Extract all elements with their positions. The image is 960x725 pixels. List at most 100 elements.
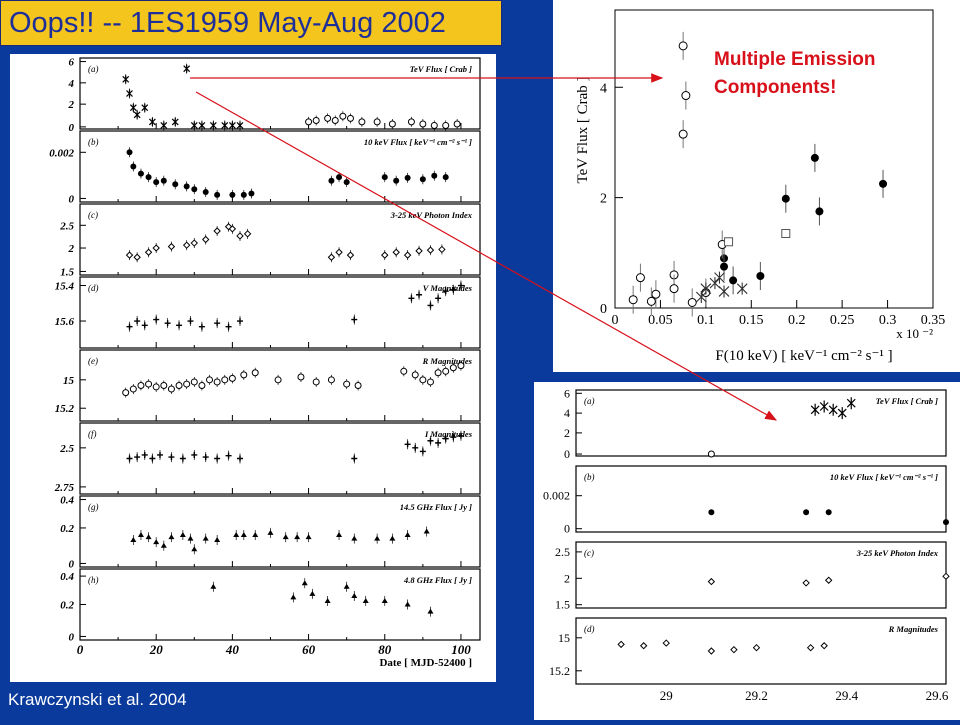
- left-data-point: [122, 389, 130, 397]
- right-data-point: [802, 579, 810, 587]
- left-data-point: [351, 455, 358, 462]
- left-data-point: [416, 291, 423, 298]
- left-panel-tag: (a): [88, 64, 99, 74]
- left-data-point: [362, 597, 369, 603]
- left-data-point: [209, 121, 217, 130]
- right-data-point: [707, 450, 715, 458]
- scatter-filled-point: [781, 194, 790, 203]
- right-panel-tag: (a): [584, 396, 595, 406]
- scatter-x-tick-label: 0.3: [879, 313, 897, 328]
- left-data-point: [236, 121, 244, 130]
- left-data-point: [157, 451, 163, 458]
- left-y-tick-label: 0.002: [49, 147, 74, 159]
- scatter-filled-point: [810, 153, 819, 162]
- right-data-point: [819, 400, 829, 413]
- left-data-point: [236, 232, 244, 240]
- left-panel-frame: [79, 276, 481, 349]
- left-data-point: [125, 251, 134, 259]
- left-data-point: [176, 322, 183, 329]
- left-x-axis-label: Date [ MJD-52400 ]: [379, 657, 472, 669]
- left-data-point: [129, 385, 137, 393]
- left-data-point: [426, 378, 434, 386]
- right-y-tick-label: 6: [564, 386, 570, 400]
- scatter-square-point: [724, 237, 734, 247]
- left-data-point: [243, 230, 252, 238]
- right-x-tick-label: 29.4: [835, 688, 858, 703]
- zoomed-lightcurve-figure: (a) TeV Flux [ Crab ] 6 4 2 0 (b) 10 keV Flux […: [534, 382, 960, 725]
- right-y-tick-label: 15: [558, 631, 570, 645]
- left-data-point: [183, 380, 191, 388]
- left-panel-tag: (e): [88, 356, 98, 366]
- scatter-star-point: [736, 282, 748, 295]
- left-panel-tag: (f): [88, 429, 97, 439]
- left-data-point: [408, 295, 415, 302]
- left-data-point: [152, 244, 160, 252]
- right-data-point: [708, 509, 715, 516]
- left-data-point: [198, 121, 206, 130]
- right-data-point: [617, 640, 625, 649]
- callout-text: Multiple Emission Components!: [714, 46, 876, 102]
- right-x-tick-label: 29: [660, 688, 673, 703]
- left-data-point: [153, 539, 160, 545]
- right-data-point: [824, 576, 833, 584]
- scatter-x-tick-label: 0.15: [739, 313, 764, 328]
- left-data-point: [435, 295, 442, 302]
- scatter-filled-point: [879, 179, 888, 188]
- left-data-point: [133, 253, 141, 261]
- left-data-point: [324, 597, 331, 603]
- left-data-point: [442, 121, 450, 129]
- right-y-tick-label: 1.5: [555, 598, 570, 612]
- left-data-point: [457, 362, 465, 370]
- left-data-point: [167, 385, 175, 393]
- left-data-point: [229, 191, 236, 198]
- left-data-point: [438, 245, 446, 254]
- left-data-point: [160, 121, 168, 130]
- left-data-point: [450, 434, 457, 441]
- left-panel-tag: (c): [88, 210, 98, 220]
- left-data-point: [381, 251, 389, 259]
- right-panel-tag: (b): [584, 472, 595, 482]
- left-data-point: [423, 528, 430, 534]
- left-data-point: [137, 170, 144, 177]
- left-x-tick-label: 40: [225, 642, 240, 657]
- left-data-point: [179, 455, 186, 462]
- right-data-point: [837, 407, 847, 420]
- left-data-point: [343, 179, 350, 186]
- left-y-tick-label: 6: [69, 57, 75, 69]
- left-data-point: [327, 376, 335, 384]
- left-data-point: [126, 455, 133, 462]
- left-panel-label: 3-25 keV Photon Index: [390, 210, 473, 220]
- left-data-point: [191, 546, 198, 552]
- left-data-point: [134, 454, 141, 461]
- left-panel-frame: [79, 422, 481, 495]
- left-data-point: [411, 371, 419, 379]
- left-y-tick-label: 0.4: [60, 495, 74, 507]
- left-panel-label: TeV Flux [ Crab ]: [410, 64, 473, 74]
- left-y-tick-label: 0: [69, 122, 75, 134]
- left-x-tick-label: 80: [378, 642, 392, 657]
- left-data-point: [351, 316, 358, 323]
- left-data-point: [160, 177, 167, 184]
- left-data-point: [126, 323, 133, 330]
- left-data-point: [343, 380, 351, 388]
- right-panel-label: 10 keV Flux [ keV⁻¹ cm⁻² s⁻¹ ]: [830, 472, 938, 482]
- multiwavelength-lightcurve-figure: (a) TeV Flux [ Crab ] 6 4 2 0 (b) 10 keV Flux […: [10, 54, 496, 682]
- left-x-tick-label: 0: [77, 642, 84, 657]
- left-data-point: [381, 597, 388, 603]
- left-panel-label: 14.5 GHz Flux [ Jy ]: [400, 502, 472, 512]
- left-data-point: [130, 163, 137, 170]
- left-data-point: [457, 432, 464, 439]
- scatter-x-tick-label: 0.2: [788, 313, 806, 328]
- right-x-tick-label: 29.2: [745, 688, 768, 703]
- scatter-open-point: [678, 129, 688, 139]
- left-data-point: [214, 191, 221, 198]
- left-data-point: [305, 534, 312, 540]
- left-data-point: [153, 179, 160, 186]
- left-data-point: [346, 251, 355, 259]
- right-panel-tag: (c): [584, 548, 594, 558]
- left-data-point: [182, 241, 191, 249]
- left-panel-label: R Magnitudes: [422, 356, 473, 366]
- left-data-point: [141, 322, 148, 329]
- left-data-point: [404, 532, 411, 538]
- left-data-point: [213, 227, 221, 235]
